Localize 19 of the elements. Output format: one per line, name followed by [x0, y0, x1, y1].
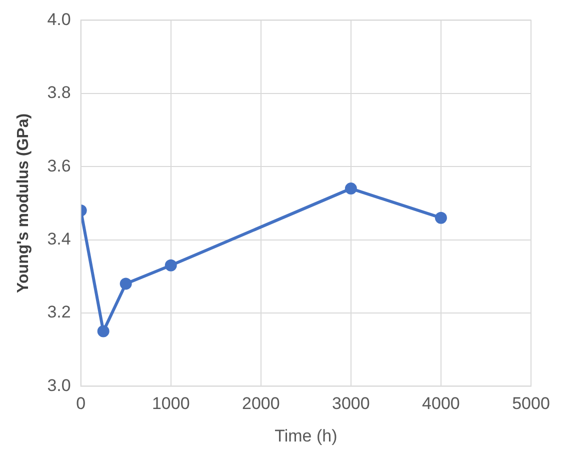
- point: [344, 182, 357, 195]
- x-axis-title: Time (h): [274, 426, 338, 446]
- y-tick-label: 3.0: [47, 376, 71, 395]
- x-tick-label: 4000: [422, 394, 460, 414]
- point: [120, 278, 132, 290]
- point: [164, 259, 177, 272]
- y-tick-label: 3.8: [47, 83, 71, 102]
- y-tick-label: 3.6: [47, 156, 71, 176]
- x-tick-label: 2000: [242, 394, 280, 414]
- x-tick-label: 3000: [332, 394, 370, 414]
- y-tick-label: 3.2: [47, 302, 71, 322]
- point: [434, 212, 447, 224]
- x-tick-label: 1000: [152, 394, 190, 414]
- y-tick-label: 4.0: [47, 10, 71, 29]
- x-tick-label: 5000: [512, 394, 550, 414]
- y-tick-label: 3.4: [47, 229, 71, 248]
- x-tick-label: 0: [76, 394, 86, 414]
- y-axis-title: Young's modulus (GPa): [15, 113, 32, 293]
- point: [97, 325, 110, 338]
